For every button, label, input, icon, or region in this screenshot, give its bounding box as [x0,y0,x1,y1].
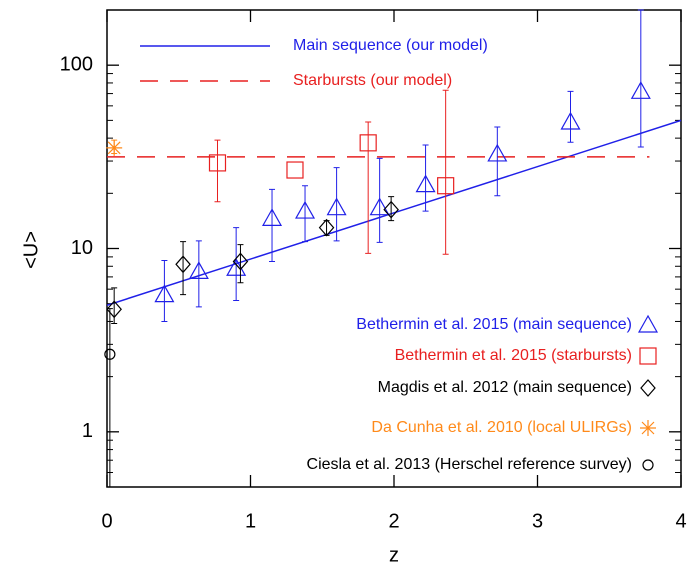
legend-label: Bethermin et al. 2015 (main sequence) [356,316,632,333]
x-tick-label: 4 [675,510,686,532]
legend-label: Magdis et al. 2012 (main sequence) [378,379,632,396]
error-bar [567,90,574,143]
legend-marker [640,420,656,436]
error-bar [365,121,372,254]
square-marker [208,154,227,172]
diamond-marker [232,252,249,271]
triangle-marker [560,111,581,130]
y-tick-label: 100 [60,53,93,75]
error-bar [376,157,383,243]
triangle-marker [487,143,508,162]
y-tick-label: 1 [82,420,93,442]
error-bar [195,240,202,308]
error-bar [106,308,113,488]
diamond-marker [318,218,335,237]
diamond-marker [106,300,122,319]
asterisk-marker [106,139,123,156]
triangle-marker [188,261,209,280]
model-line [106,119,682,307]
diamond-marker [383,200,399,219]
x-axis-label: z [389,544,399,566]
legend-label: Da Cunha et al. 2010 (local ULIRGs) [371,419,632,436]
triangle-marker [326,197,347,216]
legend-marker [639,347,657,365]
error-bar [388,196,395,222]
x-tick-label: 0 [101,510,112,532]
error-bar [180,241,187,296]
triangle-marker [261,208,283,226]
circle-marker [104,348,116,360]
error-bar [333,167,340,242]
triangle-marker [630,81,651,99]
legend-marker [637,314,659,333]
triangle-marker [415,174,436,193]
legend-label: Bethermin et al. 2015 (starbursts) [395,347,632,364]
error-bar [302,185,309,243]
x-tick-label: 1 [245,510,256,532]
legend-label: Starbursts (our model) [293,72,452,89]
error-bar [422,144,429,212]
x-tick-label: 2 [388,510,399,532]
x-tick-label: 3 [532,510,543,532]
error-bar [442,89,449,255]
legend-marker [642,459,654,471]
y-axis-label: <U> [20,231,42,269]
error-bar [637,9,644,148]
triangle-marker [295,200,316,219]
legend-label: Ciesla et al. 2013 (Herschel reference s… [307,456,632,473]
y-tick-label: 10 [71,237,93,259]
diamond-marker [175,255,191,274]
square-marker [359,134,377,152]
error-bar [161,260,168,322]
triangle-marker [369,197,390,216]
triangle-marker [154,284,175,303]
legend-marker [640,379,656,397]
error-bar [237,244,244,284]
legend-label: Main sequence (our model) [293,37,488,54]
square-marker [437,177,455,195]
square-marker [286,161,304,179]
